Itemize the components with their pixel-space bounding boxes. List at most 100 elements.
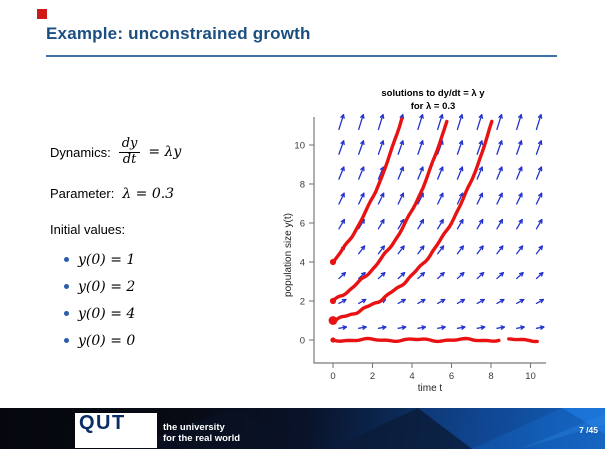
quiver-arrow xyxy=(417,140,424,155)
quiver-arrow xyxy=(377,192,385,205)
quiver-arrow xyxy=(377,245,385,255)
quiver-arrowhead xyxy=(340,192,345,197)
quiver-arrowhead xyxy=(538,245,543,249)
quiver-arrowhead xyxy=(460,325,466,328)
quiver-arrow xyxy=(338,218,346,230)
x-tick-label: 6 xyxy=(449,371,454,382)
quiver-arrowhead xyxy=(498,140,503,144)
quiver-arrowhead xyxy=(360,271,366,275)
quiver-arrowhead xyxy=(479,245,484,249)
quiver-arrow xyxy=(377,114,384,131)
quiver-arrow xyxy=(496,218,504,230)
quiver-arrowhead xyxy=(421,325,427,328)
quiver-arrowhead xyxy=(439,114,443,118)
initial-values-label: Initial values: xyxy=(50,222,126,237)
initial-value-text: y(0) = 4 xyxy=(78,305,136,322)
quiver-arrow xyxy=(516,140,523,155)
quiver-arrowhead xyxy=(342,325,348,328)
quiver-arrow xyxy=(456,245,464,255)
fraction-dy-dt: dy dt xyxy=(118,137,142,166)
quiver-arrow xyxy=(516,166,523,180)
quiver-arrow xyxy=(338,166,345,180)
solution-curve xyxy=(331,119,494,324)
bullet-icon xyxy=(64,284,69,289)
quiver-arrowhead xyxy=(399,166,404,171)
quiver-arrow xyxy=(358,166,365,180)
list-item: y(0) = 1 xyxy=(64,246,135,273)
quiver-arrowhead xyxy=(498,192,503,197)
quiver-arrow xyxy=(496,271,504,280)
quiver-arrow xyxy=(535,140,542,155)
quiver-arrow xyxy=(456,140,463,155)
y-axis-label: population size y(t) xyxy=(283,213,294,297)
quiver-arrow xyxy=(338,271,346,280)
quiver-arrowhead xyxy=(419,114,424,118)
quiver-arrowhead xyxy=(401,325,407,328)
quiver-arrowhead xyxy=(498,166,503,171)
quiver-arrow xyxy=(476,218,484,230)
quiver-arrowhead xyxy=(340,114,345,118)
y-tick-label: 10 xyxy=(294,141,305,152)
quiver-arrowhead xyxy=(341,271,346,275)
quiver-arrowhead xyxy=(458,114,463,118)
quiver-arrow xyxy=(397,245,405,255)
quiver-arrowhead xyxy=(360,192,365,197)
quiver-arrowhead xyxy=(498,245,504,249)
page-number: 7 /45 xyxy=(579,425,598,435)
quiver-arrow xyxy=(417,218,425,230)
quiver-arrowhead xyxy=(478,114,483,118)
quiver-arrow xyxy=(516,218,523,230)
quiver-arrow xyxy=(338,140,345,155)
quiver-arrow xyxy=(456,166,464,180)
quiver-arrowhead xyxy=(379,140,384,144)
quiver-arrowhead xyxy=(459,218,464,223)
initial-value-text: y(0) = 0 xyxy=(78,332,136,349)
bullet-icon xyxy=(64,338,69,343)
quiver-arrow xyxy=(417,271,425,280)
quiver-arrowhead xyxy=(518,140,523,144)
quiver-arrow xyxy=(437,114,443,131)
solution-curve-flat xyxy=(331,336,501,344)
list-item: y(0) = 2 xyxy=(64,273,135,300)
quiver-arrow xyxy=(456,192,464,205)
quiver-arrow xyxy=(437,271,445,280)
quiver-arrowhead xyxy=(399,114,404,118)
quiver-arrow xyxy=(535,166,543,180)
solution-curve xyxy=(331,117,404,265)
quiver-arrow xyxy=(476,245,484,255)
quiver-arrowhead xyxy=(458,140,463,144)
y-tick-label: 0 xyxy=(300,336,305,347)
y-tick-label: 4 xyxy=(300,258,305,269)
quiver-arrow xyxy=(358,245,366,255)
list-item: y(0) = 4 xyxy=(64,300,135,327)
growth-plot: 0 2 4 6 8 10 0 2 4 6 8 10 population size y(t) time t xyxy=(283,114,546,394)
quiver-arrowhead xyxy=(498,218,504,223)
quiver-arrow xyxy=(516,192,523,205)
quiver-arrowhead xyxy=(380,192,385,197)
quiver-arrowhead xyxy=(420,271,425,275)
title-underline xyxy=(46,55,557,57)
quiver-arrowhead xyxy=(360,114,364,118)
plot-title-line1: solutions to dy/dt = λ y xyxy=(381,88,485,99)
quiver-arrow xyxy=(397,166,404,180)
quiver-arrow xyxy=(476,140,483,155)
quiver-arrow xyxy=(437,192,444,205)
quiver-arrow xyxy=(437,245,445,255)
quiver-arrowhead xyxy=(379,114,384,118)
red-marker xyxy=(37,9,47,19)
quiver-arrow xyxy=(417,245,425,255)
quiver-arrowhead xyxy=(479,271,485,275)
initial-condition-marker xyxy=(329,258,337,266)
quiver-arrowhead xyxy=(459,192,464,197)
quiver-arrow xyxy=(437,166,444,180)
x-tick-label: 0 xyxy=(330,371,335,382)
y-tick-label: 2 xyxy=(300,297,305,308)
quiver-arrow xyxy=(496,114,503,131)
quiver-arrow xyxy=(456,218,464,230)
quiver-arrow xyxy=(456,114,463,131)
quiver-arrowhead xyxy=(518,271,524,275)
quiver-arrowhead xyxy=(538,271,544,275)
quiver-arrowhead xyxy=(439,245,445,249)
quiver-arrowhead xyxy=(459,245,464,249)
